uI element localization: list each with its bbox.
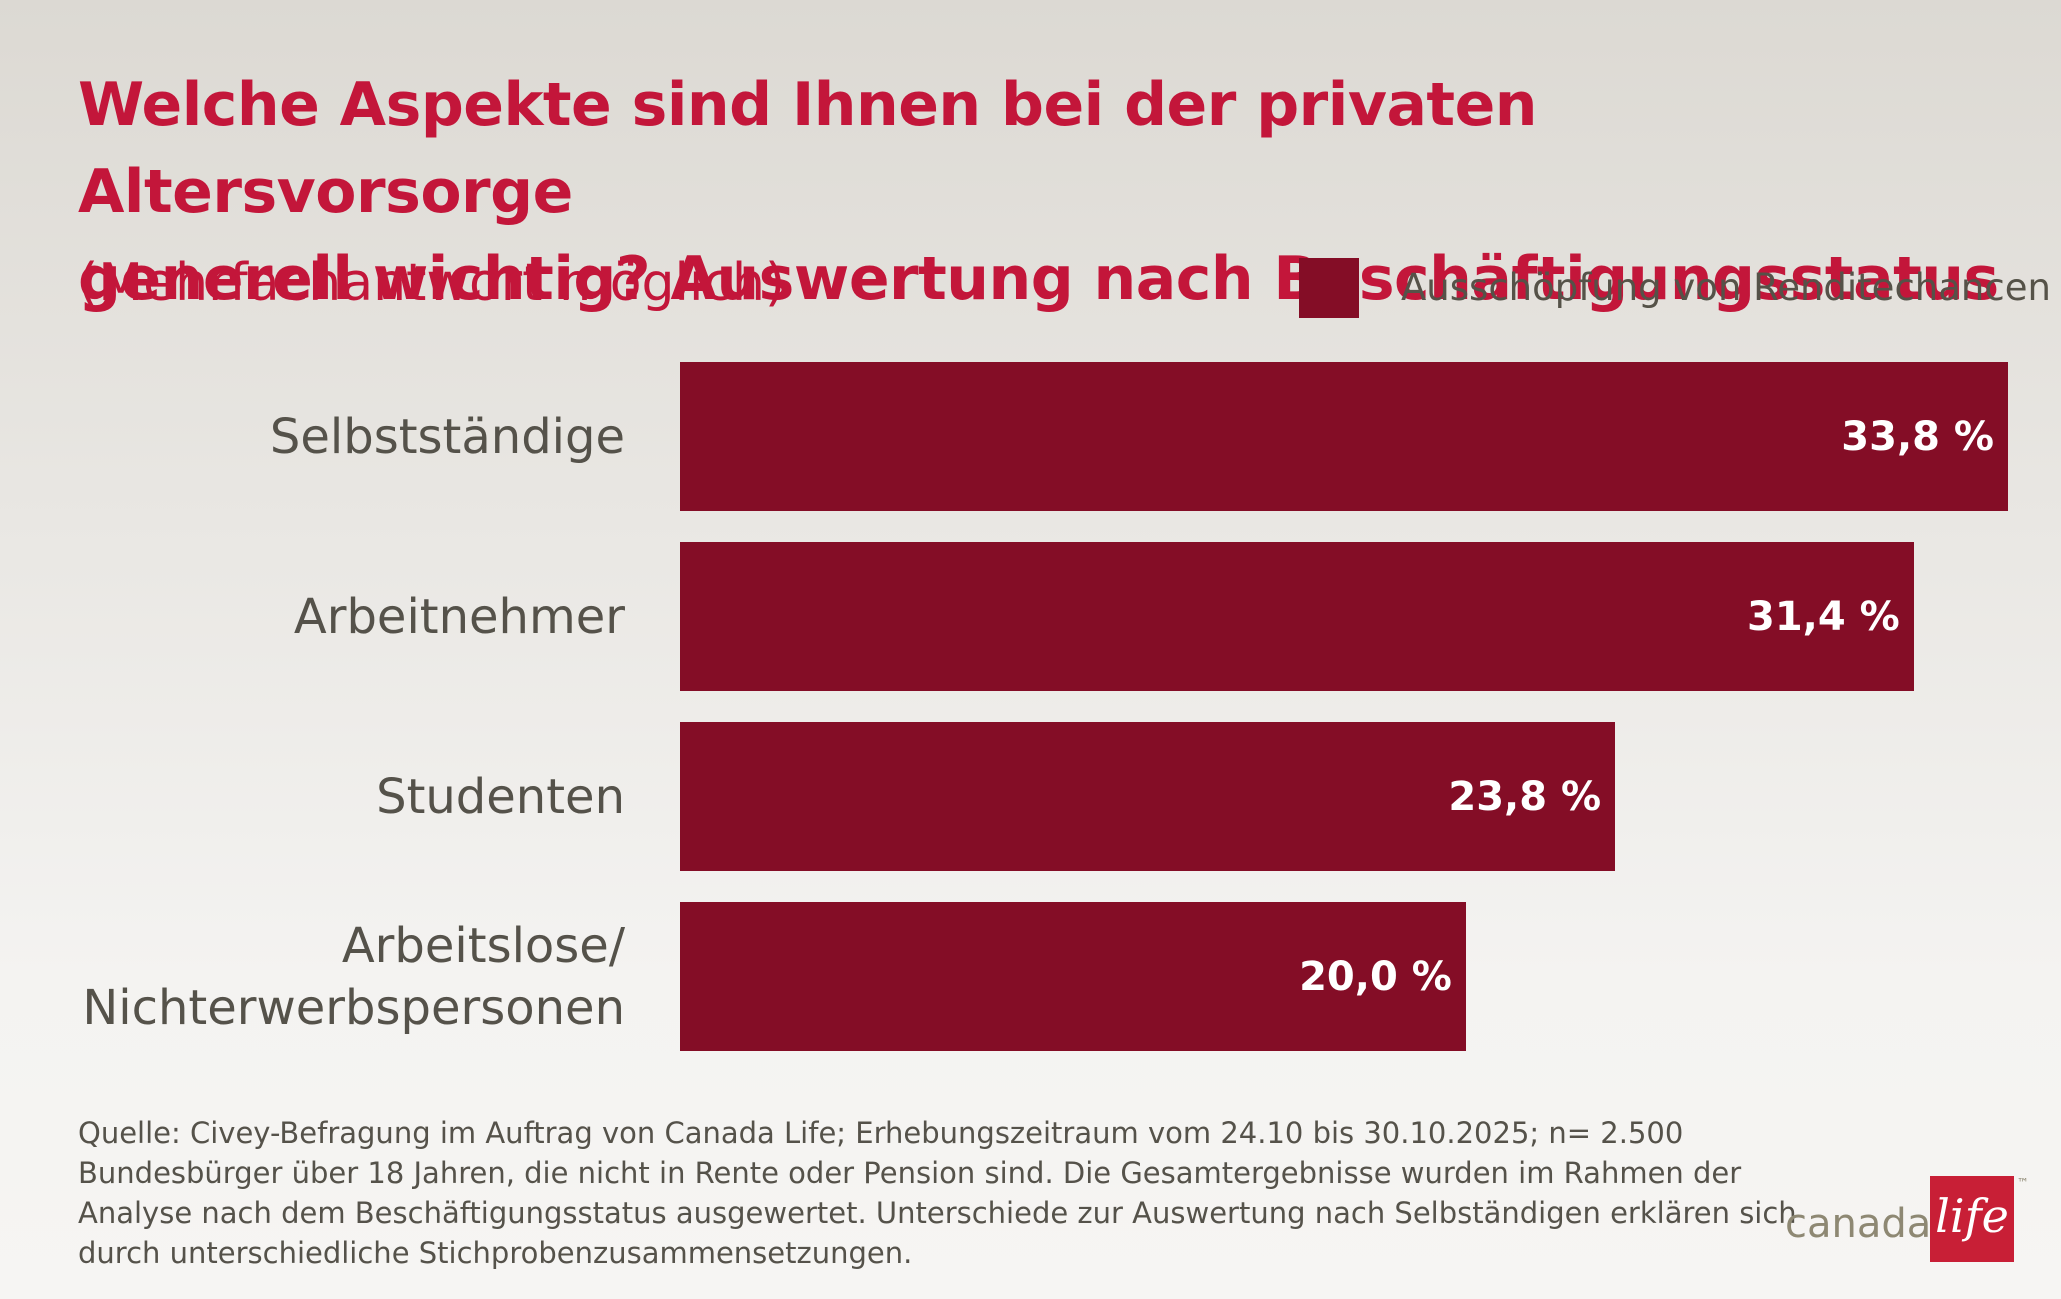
- chart-subtitle: (Mehrfachantwort möglich): [78, 253, 786, 313]
- logo-box: life: [1930, 1176, 2014, 1262]
- chart-title-line-1: Welche Aspekte sind Ihnen bei der privat…: [78, 70, 1538, 227]
- category-label: Selbstständige: [270, 406, 625, 468]
- logo-wordmark: canada: [1785, 1201, 1932, 1247]
- category-label-line: Selbstständige: [269, 408, 625, 465]
- source-line-1: Quelle: Civey-Befragung im Auftrag von C…: [78, 1116, 1684, 1150]
- source-line-4: durch unterschiedliche Stichprobenzusamm…: [78, 1236, 913, 1270]
- bar: 23,8 %: [680, 722, 1616, 871]
- category-label-line: Arbeitnehmer: [293, 588, 625, 645]
- chart-title-line-2: generell wichtig? Auswertung nach Beschä…: [78, 244, 1999, 314]
- logo-trademark: ™: [2017, 1176, 2029, 1190]
- bar-value-label: 23,8 %: [1448, 773, 1602, 820]
- category-label-line: Arbeitslose/: [341, 917, 625, 974]
- chart-title: Welche Aspekte sind Ihnen bei der privat…: [78, 62, 2038, 323]
- bar: 31,4 %: [680, 542, 1914, 691]
- bar-value-label: 33,8 %: [1841, 413, 1994, 460]
- canada-life-logo: canada life ™: [1780, 1176, 2029, 1266]
- category-label-line: Studenten: [376, 768, 625, 825]
- bar: 33,8 %: [680, 362, 2008, 511]
- bar: 20,0 %: [680, 902, 1466, 1051]
- source-line-3: Analyse nach dem Beschäftigungsstatus au…: [78, 1196, 1797, 1230]
- category-label: Studenten: [376, 766, 625, 828]
- category-label: Arbeitnehmer: [294, 586, 625, 648]
- legend-swatch: [1299, 258, 1359, 318]
- legend-label: Ausschöpfung von Renditechancen: [1401, 266, 2051, 309]
- bar-chart: Selbstständige 33,8 % Arbeitnehmer 31,4 % St…: [0, 350, 2061, 1070]
- bar-value-label: 20,0 %: [1299, 953, 1452, 1000]
- bar-value-label: 31,4 %: [1747, 593, 1900, 640]
- source-note: Quelle: Civey-Befragung im Auftrag von C…: [78, 1113, 1797, 1273]
- source-line-2: Bundesbürger über 18 Jahren, die nicht i…: [78, 1156, 1742, 1190]
- category-label: Arbeitslose/Nichterwerbspersonen: [82, 915, 625, 1039]
- logo-life-text: life: [1935, 1189, 2009, 1243]
- category-label-line: Nichterwerbspersonen: [82, 979, 625, 1036]
